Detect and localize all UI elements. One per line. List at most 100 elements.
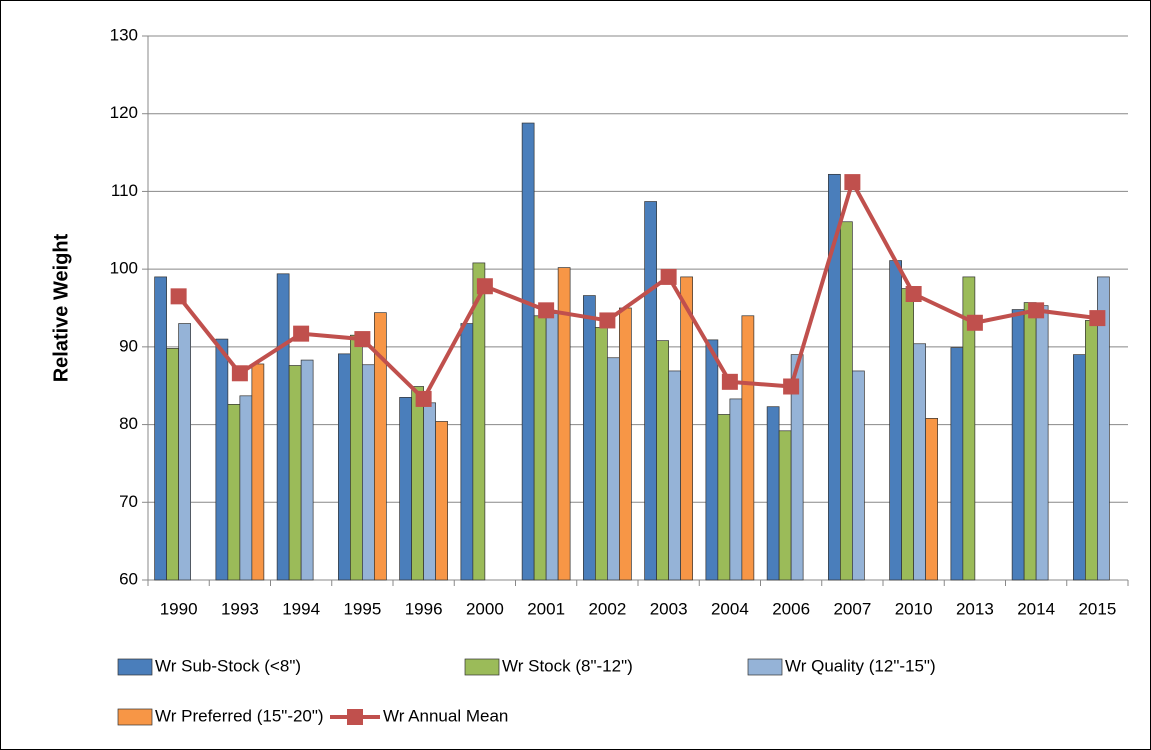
x-tick-label: 1996 [405, 599, 443, 618]
y-tick-label: 80 [119, 414, 138, 433]
y-axis-label: Relative Weight [50, 233, 72, 382]
legend-swatch [117, 658, 153, 676]
mean-marker [538, 302, 555, 319]
bar [215, 338, 229, 581]
bar [889, 260, 902, 581]
bar [1011, 309, 1025, 581]
mean-marker [476, 278, 493, 295]
y-tick-label: 100 [110, 259, 138, 278]
bar [435, 421, 448, 581]
y-tick-label: 60 [119, 569, 138, 588]
bar [925, 418, 938, 581]
bar [619, 307, 632, 581]
x-tick-label: 2010 [895, 599, 933, 618]
bar [778, 430, 792, 581]
x-tick-label: 2003 [650, 599, 688, 618]
mean-marker [231, 365, 248, 382]
bar [338, 353, 351, 581]
bar [166, 348, 179, 581]
y-tick-label: 130 [110, 25, 138, 44]
x-tick-label: 2004 [711, 599, 749, 618]
legend-swatch [117, 708, 153, 726]
bar [680, 276, 693, 581]
bar [668, 370, 681, 581]
x-tick-label: 1995 [343, 599, 381, 618]
bar [1023, 302, 1037, 581]
bar [901, 288, 914, 581]
bar [766, 406, 780, 581]
bar [913, 343, 926, 581]
bar [583, 295, 596, 581]
mean-line [177, 176, 1098, 403]
legend-label: Wr Sub-Stock (<8") [155, 656, 301, 675]
x-tick-label: 2015 [1078, 599, 1116, 618]
bar [533, 315, 547, 581]
bar [362, 364, 375, 581]
bar [705, 339, 719, 581]
x-tick-label: 2006 [772, 599, 810, 618]
bar [1085, 320, 1098, 581]
bar [288, 365, 302, 581]
x-tick-label: 2013 [956, 599, 994, 618]
bar [828, 173, 841, 581]
y-tick-label: 90 [119, 336, 138, 355]
y-tick-label: 120 [110, 103, 138, 122]
mean-marker [293, 325, 310, 342]
legend-label: Wr Quality (12"-15") [785, 656, 936, 675]
bar [178, 323, 191, 581]
bar [227, 404, 241, 581]
bar [741, 315, 755, 581]
x-tick-label: 2007 [833, 599, 871, 618]
mean-marker [170, 288, 187, 305]
bar [717, 414, 731, 581]
bar [607, 357, 620, 581]
bar [276, 273, 290, 581]
bar [790, 354, 804, 581]
bar [423, 402, 436, 581]
bar [300, 359, 314, 581]
bar [460, 323, 474, 581]
legend-label: Wr Stock (8"-12") [502, 656, 633, 675]
x-tick-label: 2001 [527, 599, 565, 618]
legend-swatch [747, 658, 783, 676]
bar [374, 312, 387, 581]
mean-marker [844, 174, 861, 191]
mean-marker [905, 286, 922, 303]
mean-marker [783, 378, 800, 395]
x-tick-label: 1994 [282, 599, 320, 618]
x-tick-label: 1990 [160, 599, 198, 618]
bar [950, 347, 964, 581]
mean-marker [1028, 302, 1045, 319]
x-tick-label: 1993 [221, 599, 259, 618]
bar [1035, 305, 1049, 581]
bar [545, 313, 559, 581]
legend-swatch [464, 658, 500, 676]
mean-marker [599, 312, 616, 329]
x-tick-label: 2002 [588, 599, 626, 618]
bar [595, 327, 608, 581]
mean-marker [1089, 310, 1106, 327]
y-tick-label: 70 [119, 492, 138, 511]
bar [840, 221, 853, 581]
bar [399, 397, 412, 581]
bar [729, 398, 743, 581]
bar [1097, 276, 1110, 581]
legend-marker [347, 709, 363, 725]
legend-label: Wr Annual Mean [383, 706, 508, 725]
bar [557, 267, 571, 581]
bar [350, 334, 363, 581]
bar [521, 122, 535, 581]
legend-label: Wr Preferred (15"-20") [155, 706, 324, 725]
bar [644, 201, 657, 581]
mean-marker [721, 373, 738, 390]
bar [962, 276, 976, 581]
bar [154, 276, 167, 581]
x-tick-label: 2014 [1017, 599, 1055, 618]
bar [251, 363, 265, 581]
bar [411, 386, 424, 581]
mean-marker [415, 390, 432, 407]
bar [472, 262, 486, 581]
bar [1073, 354, 1086, 581]
